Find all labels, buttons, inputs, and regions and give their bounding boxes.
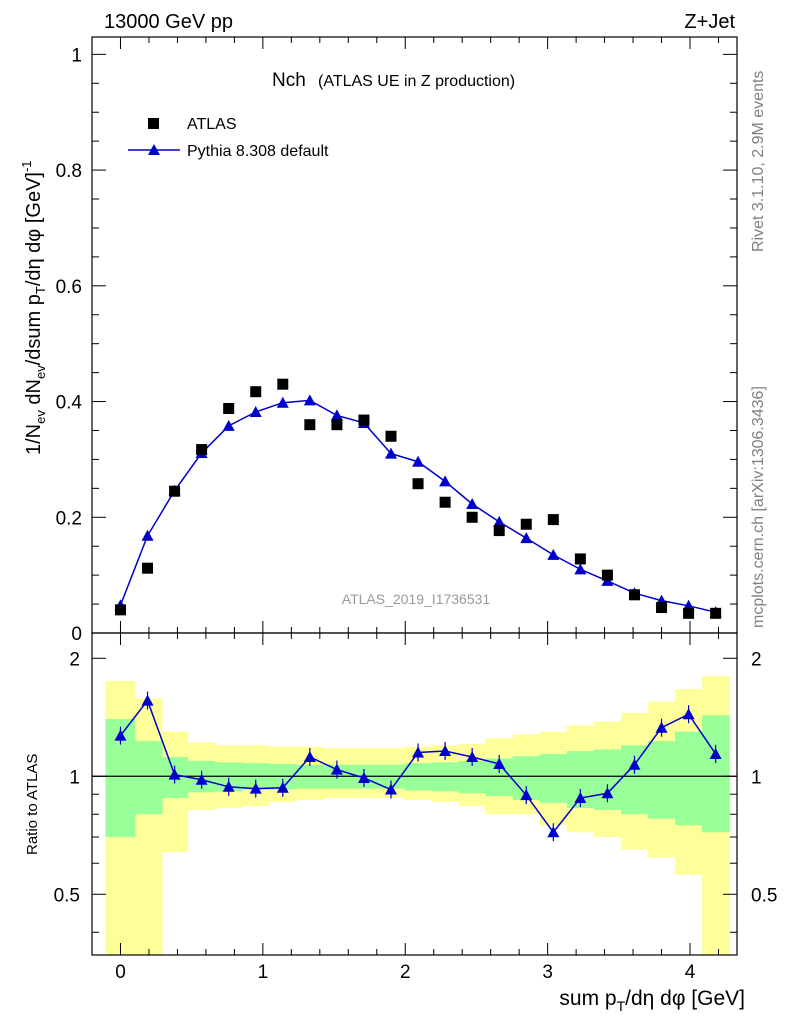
y-tick-label: 0.8: [56, 161, 82, 182]
ratio-y-tick-label-left: 1: [69, 767, 80, 788]
ratio-point: [655, 721, 668, 733]
point-atlas: [710, 607, 722, 619]
point-atlas: [574, 553, 586, 565]
ratio-point: [303, 750, 316, 762]
series-line-pythia: [119, 399, 716, 613]
point-pythia: [520, 532, 533, 544]
mcplots-label: mcplots.cern.ch [arXiv:1306.3436]: [750, 386, 767, 628]
point-atlas: [439, 496, 451, 508]
point-pythia: [439, 475, 452, 487]
legend-label-atlas: ATLAS: [187, 116, 237, 133]
point-pythia: [466, 497, 479, 509]
ratio-plot-panel: Ratio to ATLAS sum pT/dη dφ [GeV] 0 1 2 3 4 0…: [24, 632, 777, 1014]
y-tick-label: 0: [71, 624, 82, 645]
point-pythia: [141, 529, 154, 541]
rivet-label: Rivet 3.1.10, 2.9M events: [750, 71, 767, 252]
ratio-point: [574, 792, 587, 804]
ratio-point: [493, 757, 506, 769]
y-tick-label: 0.4: [56, 393, 83, 414]
ratio-point: [168, 768, 181, 780]
ratio-point: [520, 789, 533, 801]
point-atlas: [601, 569, 613, 581]
x-tick-label: 0: [115, 962, 126, 983]
ratio-y-tick-label-left: 2: [69, 649, 80, 670]
analysis-watermark: ATLAS_2019_I1736531: [342, 591, 491, 607]
point-atlas: [628, 589, 640, 601]
y-tick-label: 0.2: [56, 508, 82, 529]
point-pythia: [385, 447, 398, 459]
ratio-point: [249, 782, 262, 794]
ratio-point: [682, 708, 695, 720]
point-atlas: [412, 478, 424, 490]
ratio-point: [195, 773, 208, 785]
x-tick-label: 3: [542, 962, 553, 983]
ratio-point: [141, 694, 154, 706]
point-pythia: [303, 394, 316, 406]
ratio-y-axis-label: Ratio to ATLAS: [24, 754, 41, 855]
ratio-point: [412, 746, 425, 758]
point-pythia: [276, 396, 289, 408]
x-tick-label: 2: [400, 962, 411, 983]
legend-marker-pythia: [148, 144, 160, 155]
ratio-point: [466, 750, 479, 762]
header-left: 13000 GeV pp: [104, 11, 233, 33]
point-atlas: [223, 402, 235, 414]
point-pythia: [249, 405, 262, 417]
point-atlas: [656, 602, 668, 614]
plot-subtitle: (ATLAS UE in Z production): [318, 73, 515, 90]
ratio-y-tick-label-right: 1: [751, 767, 762, 788]
point-atlas: [250, 386, 262, 398]
ratio-y-tick-label-left: 0.5: [54, 885, 80, 906]
plot-title: Nch: [272, 70, 306, 91]
ratio-y-tick-label-right: 0.5: [751, 885, 777, 906]
ratio-band-total: [105, 676, 730, 955]
y-tick-label: 1: [71, 45, 82, 66]
point-atlas: [385, 430, 397, 442]
ratio-y-tick-label-right: 2: [751, 649, 762, 670]
x-tick-label: 1: [258, 962, 269, 983]
legend-label-pythia: Pythia 8.308 default: [187, 143, 329, 160]
point-pythia: [222, 419, 235, 431]
point-atlas: [466, 511, 478, 523]
ratio-point: [114, 729, 127, 741]
ratio-point: [385, 783, 398, 795]
point-atlas: [277, 378, 289, 390]
point-atlas: [169, 485, 181, 497]
point-atlas: [547, 514, 559, 526]
ratio-point: [547, 826, 560, 838]
header-right: Z+Jet: [684, 11, 735, 33]
legend-marker-atlas: [148, 118, 159, 129]
x-tick-label: 4: [685, 962, 696, 983]
main-plot-panel: Nch (ATLAS UE in Z production) ATLAS_201…: [19, 36, 738, 645]
point-pythia: [330, 409, 343, 421]
y-tick-label: 0.6: [56, 277, 82, 298]
point-pythia: [547, 548, 560, 560]
point-atlas: [114, 604, 126, 616]
point-atlas: [304, 419, 316, 431]
ratio-point: [601, 787, 614, 799]
ratio-point: [709, 747, 722, 759]
top-y-axis-label: 1/Nev dNev/dsum pT/dη dφ [GeV]-1: [19, 160, 48, 455]
ratio-point: [357, 771, 370, 783]
ratio-point: [439, 745, 452, 757]
point-atlas: [520, 518, 532, 530]
point-pythia: [574, 563, 587, 575]
ratio-point: [222, 780, 235, 792]
point-pythia: [493, 515, 506, 527]
ratio-point: [330, 763, 343, 775]
point-atlas: [196, 444, 208, 456]
legend: ATLAS Pythia 8.308 default: [128, 116, 329, 160]
point-pythia: [412, 455, 425, 467]
point-atlas: [331, 419, 343, 431]
point-atlas: [358, 414, 370, 426]
ratio-point: [276, 781, 289, 793]
point-atlas: [683, 607, 695, 619]
ratio-point: [628, 758, 641, 770]
point-atlas: [142, 562, 154, 574]
x-axis-label: sum pT/dη dφ [GeV]: [559, 987, 745, 1014]
point-atlas: [493, 525, 505, 537]
